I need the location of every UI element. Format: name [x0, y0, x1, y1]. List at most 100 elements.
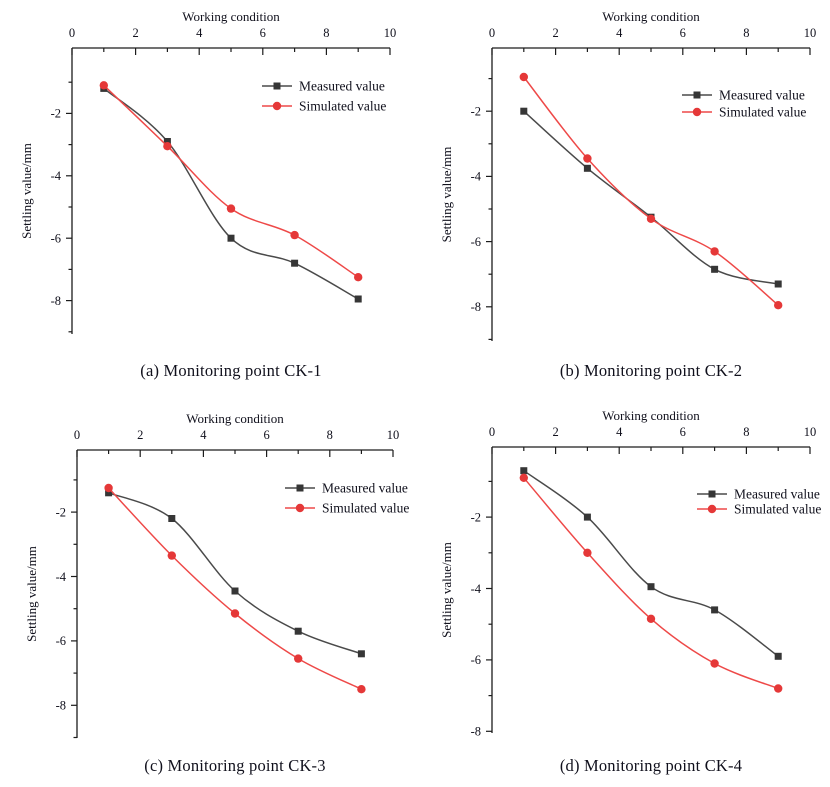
y-tick-label: -6	[51, 232, 61, 246]
simulated-marker	[167, 551, 176, 560]
chart-plot: 0 2 4 6 8 10 Working condition -2 -4 -6 -8 Settling…	[24, 411, 409, 739]
x-tick-label: 8	[743, 425, 749, 439]
x-axis-title: Working condition	[602, 9, 700, 24]
measured-marker	[163, 138, 171, 145]
y-tick-label: -8	[51, 294, 61, 308]
x-tick-label: 0	[489, 425, 495, 439]
measured-series-line	[108, 492, 362, 655]
legend-measured-marker-icon	[708, 490, 716, 498]
y-axis-title: Settling value/mm	[439, 147, 454, 243]
measured-marker	[647, 583, 655, 591]
x-tick-label: 2	[552, 26, 558, 40]
x-tick-label: 8	[743, 26, 749, 40]
x-tick-label: 6	[680, 425, 686, 439]
x-tick-label: 10	[804, 26, 817, 40]
x-tick-label: 0	[69, 26, 75, 40]
simulated-marker	[710, 659, 719, 668]
chart-caption: (b) Monitoring point CK-2	[559, 361, 743, 380]
measured-marker	[291, 259, 299, 267]
simulated-marker	[99, 81, 109, 90]
measured-marker	[168, 515, 176, 522]
measured-marker	[711, 265, 719, 273]
measured-marker	[294, 627, 302, 635]
legend-simulated-marker-icon	[295, 503, 305, 513]
x-axis-title: Working condition	[186, 411, 284, 426]
simulated-marker	[226, 204, 236, 213]
legend-measured-marker-icon	[273, 82, 281, 90]
chart-monitoring-point-ck2: 0 2 4 6 8 10 Working condition -2 -4 -6 -8 Settling…	[415, 0, 830, 392]
simulated-marker	[290, 230, 299, 240]
measured-marker	[711, 606, 719, 614]
x-tick-label: 10	[384, 26, 397, 40]
legend-measured-label: Measured value	[719, 88, 805, 103]
chart-monitoring-point-ck4: 0 2 4 6 8 10 Working condition -2 -4 -6 -8 Settling…	[415, 395, 830, 787]
measured-marker	[583, 513, 591, 521]
simulated-marker	[294, 654, 303, 663]
measured-marker	[583, 164, 591, 172]
simulated-marker	[774, 301, 783, 310]
legend-simulated-label: Simulated value	[299, 99, 386, 114]
y-tick-label: -6	[471, 235, 481, 249]
chart-plot: 0 2 4 6 8 10 Working condition -2 -4 -6 -8 Settling…	[439, 408, 821, 739]
y-axis-title: Settling value/mm	[19, 143, 34, 239]
simulated-marker	[519, 72, 528, 82]
measured-marker	[227, 234, 235, 242]
simulated-marker	[354, 273, 363, 282]
chart-caption: (a) Monitoring point CK-1	[140, 361, 322, 380]
legend-measured-marker-icon	[693, 91, 701, 99]
x-tick-label: 8	[327, 428, 333, 442]
legend-simulated-marker-icon	[692, 107, 702, 117]
y-tick-label: -2	[471, 510, 481, 524]
x-tick-label: 4	[616, 425, 623, 439]
legend: Measured value Simulated value	[262, 79, 386, 114]
x-tick-label: 4	[196, 26, 203, 40]
x-tick-label: 10	[387, 428, 400, 442]
chart-caption: (d) Monitoring point CK-4	[559, 756, 743, 775]
legend-simulated-label: Simulated value	[322, 501, 409, 516]
x-tick-label: 2	[552, 425, 558, 439]
y-axis-title: Settling value/mm	[24, 546, 39, 642]
measured-marker	[105, 489, 113, 497]
legend-measured-label: Measured value	[299, 79, 385, 94]
measured-marker	[520, 107, 528, 115]
x-axis-title: Working condition	[182, 9, 280, 24]
y-tick-label: -6	[56, 634, 66, 648]
y-tick-label: -4	[471, 170, 482, 184]
y-tick-label: -2	[51, 107, 61, 121]
simulated-marker	[163, 142, 172, 151]
x-tick-label: 2	[132, 26, 138, 40]
chart-plot: 0 2 4 6 8 10 Working condition -2 -4 -6 -8 Settling…	[439, 9, 817, 341]
measured-series-line	[103, 87, 359, 300]
y-tick-label: -8	[56, 699, 66, 713]
x-tick-label: 6	[263, 428, 269, 442]
y-tick-label: -4	[471, 582, 482, 596]
simulated-marker	[583, 154, 592, 163]
x-tick-label: 0	[74, 428, 80, 442]
legend-measured-label: Measured value	[734, 487, 820, 502]
legend-simulated-marker-icon	[707, 504, 717, 514]
x-tick-label: 2	[137, 428, 143, 442]
simulated-marker	[583, 548, 592, 557]
y-tick-label: -8	[471, 725, 481, 739]
simulated-series-line	[103, 84, 359, 278]
legend-measured-label: Measured value	[322, 481, 408, 496]
x-tick-label: 10	[804, 425, 817, 439]
x-tick-label: 0	[489, 26, 495, 40]
x-tick-label: 4	[616, 26, 623, 40]
simulated-marker	[774, 684, 783, 693]
y-tick-label: -6	[471, 653, 481, 667]
measured-marker	[354, 295, 362, 303]
simulated-marker	[230, 609, 240, 618]
x-tick-label: 8	[323, 26, 329, 40]
measured-marker	[231, 587, 239, 595]
simulated-marker	[710, 247, 719, 256]
measured-marker	[774, 652, 782, 660]
simulated-marker	[357, 685, 366, 694]
y-axis-title: Settling value/mm	[439, 542, 454, 638]
legend-simulated-label: Simulated value	[734, 502, 821, 517]
x-tick-label: 4	[200, 428, 207, 442]
measured-marker	[520, 467, 528, 475]
y-tick-label: -2	[56, 505, 66, 519]
